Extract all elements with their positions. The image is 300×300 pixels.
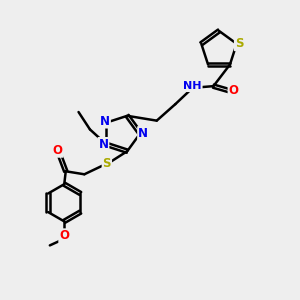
Text: O: O [52,144,63,157]
Text: S: S [235,37,243,50]
Text: N: N [100,115,110,128]
Text: N: N [138,127,148,140]
Text: O: O [229,84,238,97]
Text: N: N [98,138,109,151]
Text: S: S [103,157,111,170]
Text: O: O [59,229,69,242]
Text: NH: NH [183,81,202,91]
